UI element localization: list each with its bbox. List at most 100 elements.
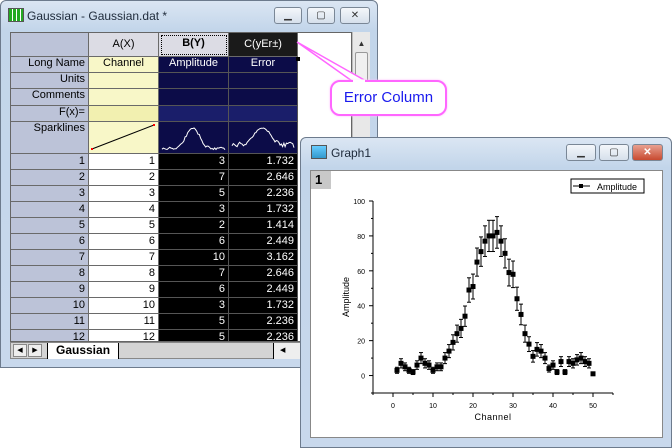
cell-amplitude[interactable]: 5: [159, 186, 229, 202]
row-header[interactable]: 6: [11, 234, 89, 250]
row-label-units[interactable]: Units: [11, 73, 89, 89]
row-header[interactable]: 4: [11, 202, 89, 218]
cell-error[interactable]: 1.732: [229, 202, 298, 218]
cell-amplitude[interactable]: 10: [159, 250, 229, 266]
graph-maximize-button[interactable]: ▢: [599, 144, 629, 161]
cell-amplitude[interactable]: 5: [159, 330, 229, 341]
cell-channel[interactable]: 11: [89, 314, 159, 330]
cell-amplitude[interactable]: 6: [159, 282, 229, 298]
scroll-up-arrow[interactable]: ▲: [357, 39, 366, 48]
cell-error[interactable]: 2.449: [229, 282, 298, 298]
cell-channel[interactable]: 8: [89, 266, 159, 282]
minimize-button[interactable]: ▁: [274, 7, 302, 24]
row-header[interactable]: 10: [11, 298, 89, 314]
data-point: [514, 296, 520, 302]
row-label-sparklines[interactable]: Sparklines: [11, 122, 89, 154]
cell-error[interactable]: 2.646: [229, 266, 298, 282]
graph-window-title: Graph1: [331, 146, 372, 160]
close-button[interactable]: ✕: [340, 7, 370, 24]
graph-close-button[interactable]: ✕: [632, 144, 663, 161]
cell-amplitude[interactable]: 7: [159, 266, 229, 282]
row-header[interactable]: 3: [11, 186, 89, 202]
worksheet-grid[interactable]: A(X) B(Y) C(yEr±) Long Name Units Commen…: [10, 32, 352, 342]
tab-scroll-right[interactable]: ▶: [28, 344, 42, 357]
cell-error[interactable]: 2.449: [229, 234, 298, 250]
comments-c[interactable]: [229, 89, 298, 106]
data-point: [454, 331, 460, 337]
units-a[interactable]: [89, 73, 159, 89]
row-header[interactable]: 9: [11, 282, 89, 298]
column-header-a[interactable]: A(X): [89, 33, 159, 57]
cell-channel[interactable]: 6: [89, 234, 159, 250]
row-header[interactable]: 12: [11, 330, 89, 341]
cell-amplitude[interactable]: 2: [159, 218, 229, 234]
data-point: [590, 371, 596, 377]
fx-c[interactable]: [229, 106, 298, 122]
cell-error[interactable]: 1.732: [229, 154, 298, 170]
legend-label: Amplitude: [597, 182, 637, 192]
row-label-fx[interactable]: F(x)=: [11, 106, 89, 122]
column-header-c[interactable]: C(yEr±): [229, 33, 298, 57]
units-b[interactable]: [159, 73, 229, 89]
cell-channel[interactable]: 9: [89, 282, 159, 298]
cell-channel[interactable]: 5: [89, 218, 159, 234]
row-label-comments[interactable]: Comments: [11, 89, 89, 106]
layer-indicator[interactable]: 1: [311, 171, 331, 189]
cell-error[interactable]: 2.236: [229, 186, 298, 202]
row-label-long-name[interactable]: Long Name: [11, 57, 89, 73]
cell-amplitude[interactable]: 5: [159, 314, 229, 330]
cell-channel[interactable]: 1: [89, 154, 159, 170]
y-tick-label: 20: [357, 339, 365, 346]
cell-amplitude[interactable]: 3: [159, 298, 229, 314]
cell-amplitude[interactable]: 3: [159, 154, 229, 170]
cell-error[interactable]: 2.236: [229, 314, 298, 330]
data-point: [446, 348, 452, 354]
cell-amplitude[interactable]: 6: [159, 234, 229, 250]
cell-channel[interactable]: 2: [89, 170, 159, 186]
data-point: [570, 360, 576, 366]
resize-handle[interactable]: [296, 57, 300, 61]
corner-cell[interactable]: [11, 33, 89, 57]
row-header[interactable]: 8: [11, 266, 89, 282]
cell-channel[interactable]: 12: [89, 330, 159, 341]
data-point: [474, 259, 480, 265]
graph-minimize-button[interactable]: ▁: [566, 144, 596, 161]
long-name-a[interactable]: Channel: [89, 57, 159, 73]
cell-error[interactable]: 1.732: [229, 298, 298, 314]
row-header[interactable]: 7: [11, 250, 89, 266]
column-header-b[interactable]: B(Y): [159, 33, 229, 57]
cell-channel[interactable]: 7: [89, 250, 159, 266]
data-point: [458, 325, 464, 331]
long-name-c[interactable]: Error: [229, 57, 298, 73]
maximize-button[interactable]: ▢: [307, 7, 335, 24]
cell-error[interactable]: 2.646: [229, 170, 298, 186]
cell-channel[interactable]: 10: [89, 298, 159, 314]
units-c[interactable]: [229, 73, 298, 89]
row-header[interactable]: 2: [11, 170, 89, 186]
row-header[interactable]: 11: [11, 314, 89, 330]
cell-error[interactable]: 1.414: [229, 218, 298, 234]
fx-a[interactable]: [89, 106, 159, 122]
sparkline-a[interactable]: [89, 122, 159, 154]
row-header[interactable]: 1: [11, 154, 89, 170]
sheet-tab-gaussian[interactable]: Gaussian: [47, 343, 120, 359]
cell-channel[interactable]: 3: [89, 186, 159, 202]
worksheet-icon: [8, 8, 24, 22]
fx-b[interactable]: [159, 106, 229, 122]
sparkline-b[interactable]: [159, 122, 229, 154]
data-point: [434, 364, 440, 370]
comments-b[interactable]: [159, 89, 229, 106]
cell-channel[interactable]: 4: [89, 202, 159, 218]
row-header[interactable]: 5: [11, 218, 89, 234]
data-point: [462, 313, 468, 319]
comments-a[interactable]: [89, 89, 159, 106]
tab-scroll-left[interactable]: ◀: [13, 344, 27, 357]
cell-error[interactable]: 2.236: [229, 330, 298, 341]
x-tick-label: 20: [469, 403, 477, 410]
data-point: [426, 362, 432, 368]
sparkline-c[interactable]: [229, 122, 298, 154]
cell-error[interactable]: 3.162: [229, 250, 298, 266]
cell-amplitude[interactable]: 3: [159, 202, 229, 218]
long-name-b[interactable]: Amplitude: [159, 57, 229, 73]
cell-amplitude[interactable]: 7: [159, 170, 229, 186]
